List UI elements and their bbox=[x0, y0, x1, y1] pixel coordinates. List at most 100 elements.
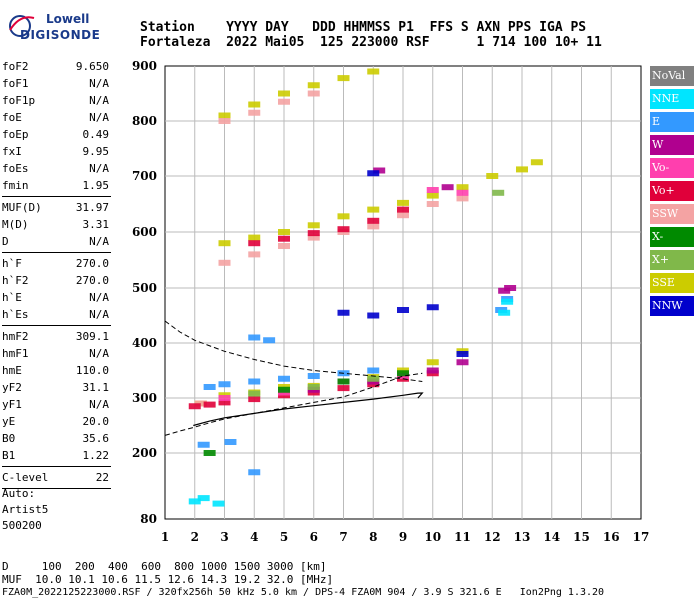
data-point-sse bbox=[278, 229, 290, 235]
x-tick-label: 1 bbox=[161, 530, 169, 544]
param-row: yF2 31.1 bbox=[2, 379, 111, 396]
param-value: 3.31 bbox=[82, 218, 110, 231]
param-value: 20.0 bbox=[82, 415, 110, 428]
data-point-sse bbox=[248, 101, 261, 108]
data-point-e bbox=[224, 439, 237, 445]
muf-scale-line: MUF 10.0 10.1 10.6 11.5 12.6 14.3 19.2 3… bbox=[2, 573, 334, 586]
param-value: 22 bbox=[95, 471, 109, 484]
data-point-ssw bbox=[278, 98, 290, 105]
param-row: h`Es N/A bbox=[2, 306, 111, 323]
param-value: 31.1 bbox=[82, 381, 110, 394]
param-value: 110.0 bbox=[75, 364, 109, 377]
header-line-1: Station YYYY DAY DDD HHMMSS P1 FFS S AXN… bbox=[140, 20, 587, 35]
data-point-sse bbox=[516, 166, 528, 173]
distance-muf-scale: D 100 200 400 600 800 1000 1500 3000 [km… bbox=[2, 560, 333, 586]
param-value: N/A bbox=[89, 162, 109, 175]
data-point-e bbox=[203, 384, 216, 390]
data-point-sse bbox=[486, 173, 499, 179]
data-point-w bbox=[456, 359, 469, 366]
param-separator bbox=[2, 196, 111, 197]
y-tick-label: 700 bbox=[132, 169, 157, 183]
data-point-vo bbox=[248, 240, 261, 247]
param-value: N/A bbox=[89, 235, 109, 248]
param-row: foF2 9.650 bbox=[2, 58, 111, 75]
data-point-vo bbox=[397, 206, 409, 213]
data-point-nne bbox=[188, 498, 201, 505]
data-point-vo bbox=[248, 396, 261, 403]
data-point-ssw bbox=[456, 195, 469, 202]
param-value: 270.0 bbox=[75, 257, 109, 270]
param-label: C-level bbox=[2, 471, 49, 484]
param-value: 31.97 bbox=[75, 201, 109, 214]
x-tick-label: 5 bbox=[280, 530, 288, 544]
param-separator bbox=[2, 325, 111, 326]
y-tick-label: 500 bbox=[132, 281, 157, 295]
param-value: 35.6 bbox=[82, 432, 110, 445]
data-point-sse bbox=[218, 240, 231, 247]
param-value: 1.95 bbox=[82, 179, 110, 192]
param-label: hmF1 bbox=[2, 347, 29, 360]
data-point-e bbox=[307, 373, 320, 379]
param-row: h`F2 270.0 bbox=[2, 272, 111, 289]
data-point-nnw bbox=[367, 170, 380, 177]
data-point-nnw bbox=[426, 304, 439, 311]
auto-version: 500200 bbox=[2, 519, 42, 532]
param-label: M(D) bbox=[2, 218, 29, 231]
param-label: fxI bbox=[2, 145, 22, 158]
legend-item-w: W bbox=[650, 135, 694, 155]
data-point-ssw bbox=[248, 109, 261, 116]
data-point-x bbox=[397, 370, 409, 377]
data-point-nnw bbox=[337, 309, 350, 316]
param-label: D bbox=[2, 235, 9, 248]
legend-item-x: X+ bbox=[650, 250, 694, 270]
param-row: hmF2 309.1 bbox=[2, 328, 111, 345]
data-point-x bbox=[307, 384, 320, 390]
legend-item-ssw: SSW bbox=[650, 204, 694, 224]
data-point-e bbox=[218, 381, 231, 388]
data-point-sse bbox=[307, 222, 320, 229]
param-value: N/A bbox=[89, 308, 109, 321]
data-point-x bbox=[278, 386, 290, 393]
ionogram-plot: 1 2 3 4 5 6 7 8 9 10 11 12 13 14 15 16 17802003004005006… bbox=[132, 59, 649, 544]
direction-legend: NoVal NNE E W Vo- Vo+ SSW X- X+ SSE NNW bbox=[650, 66, 694, 319]
legend-item-vo: Vo- bbox=[650, 158, 694, 178]
data-point-x bbox=[367, 375, 380, 382]
data-point-vo bbox=[337, 385, 350, 392]
data-point-nne bbox=[501, 298, 514, 305]
data-point-sse bbox=[397, 199, 409, 206]
param-row: C-level 22 bbox=[2, 469, 111, 486]
param-row: h`F 270.0 bbox=[2, 255, 111, 272]
param-row: B0 35.6 bbox=[2, 430, 111, 447]
digisonde-logo: Lowell DIGISONDE bbox=[8, 8, 128, 44]
param-row: h`E N/A bbox=[2, 289, 111, 306]
param-label: foF2 bbox=[2, 60, 29, 73]
logo-mark-icon bbox=[9, 15, 35, 37]
autoscaling-info: Auto: Artist5 500200 bbox=[2, 486, 48, 534]
param-row: foF1p N/A bbox=[2, 92, 111, 109]
data-point-vo bbox=[188, 403, 201, 410]
param-row: foF1 N/A bbox=[2, 75, 111, 92]
data-point-sse bbox=[337, 75, 350, 82]
data-point-e bbox=[248, 469, 261, 476]
data-point-e bbox=[248, 334, 261, 341]
param-row: B1 1.22 bbox=[2, 447, 111, 464]
data-point-ssw bbox=[218, 118, 231, 124]
y-tick-label: 600 bbox=[132, 225, 157, 239]
data-point-x bbox=[492, 189, 505, 196]
param-label: yF2 bbox=[2, 381, 22, 394]
param-label: foE bbox=[2, 111, 22, 124]
param-label: yF1 bbox=[2, 398, 22, 411]
data-point-e bbox=[263, 337, 276, 344]
data-point-sse bbox=[337, 213, 350, 220]
param-row: MUF(D) 31.97 bbox=[2, 199, 111, 216]
data-point-e bbox=[248, 378, 261, 385]
param-value: N/A bbox=[89, 77, 109, 90]
data-point-ssw bbox=[218, 259, 231, 266]
param-value: N/A bbox=[89, 347, 109, 360]
data-point-w bbox=[504, 285, 517, 291]
header-line-2: Fortaleza 2022 Mai05 125 223000 RSF 1 71… bbox=[140, 35, 602, 50]
param-label: hmE bbox=[2, 364, 22, 377]
data-point-nnw bbox=[456, 351, 469, 357]
param-value: 9.650 bbox=[75, 60, 109, 73]
electron-profile-dashed-upper bbox=[164, 320, 423, 382]
